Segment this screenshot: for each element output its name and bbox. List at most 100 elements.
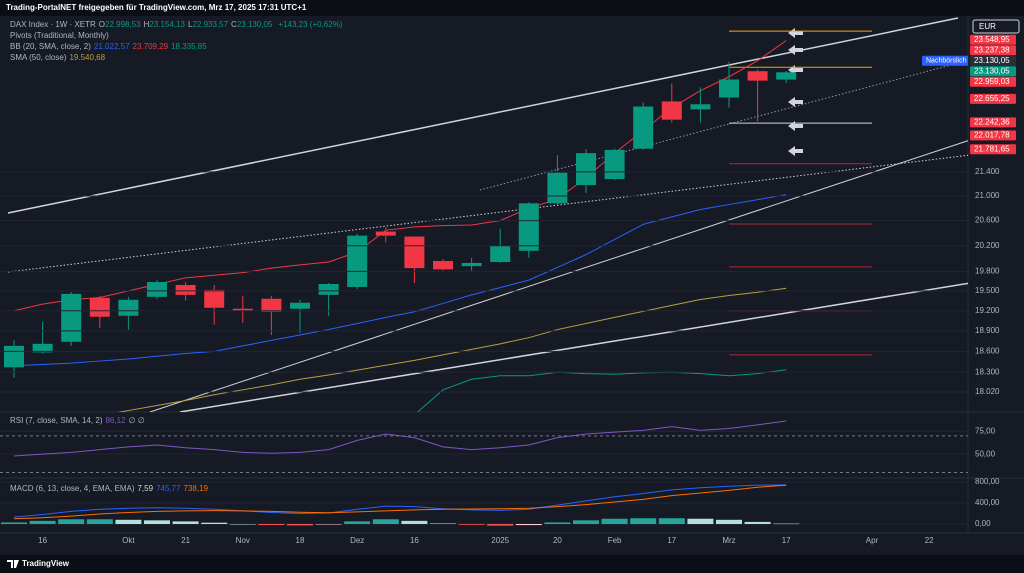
candle-body — [404, 236, 425, 269]
trendline — [7, 154, 968, 273]
candle-body — [261, 298, 282, 312]
legend-value: 18.335,85 — [171, 42, 207, 51]
histogram-bar — [630, 518, 657, 525]
candle-body — [747, 71, 768, 81]
x-tick-label: 16 — [38, 536, 47, 545]
legend-rsi: RSI (7, close, SMA, 14, 2) 86,12 ∅ ∅ — [10, 416, 148, 425]
histogram-bar — [658, 518, 685, 525]
price-tag — [970, 76, 1016, 87]
x-tick-label: 17 — [782, 536, 791, 545]
legend-change: +143,23 (+0,62%) — [278, 20, 343, 29]
histogram-bar — [315, 524, 342, 525]
histogram-bar — [144, 520, 170, 525]
price-tag — [970, 55, 1016, 66]
arrow — [788, 97, 803, 107]
price-tag — [970, 34, 1016, 45]
candle-body — [547, 172, 568, 204]
y-tick-label: 19.200 — [975, 306, 1000, 315]
currency-box[interactable] — [972, 19, 1020, 34]
candle-body — [204, 289, 225, 308]
x-tick-label: 18 — [296, 536, 305, 545]
y-tick-label: 21.400 — [975, 167, 1000, 176]
indicator-line — [13, 40, 787, 312]
histogram-bar — [372, 519, 399, 525]
trendline — [179, 282, 968, 412]
histogram-bar — [201, 522, 228, 525]
legend-name: BB (20, SMA, close, 2) — [10, 42, 91, 51]
histogram-bar — [458, 524, 485, 525]
x-tick-label: Dez — [350, 536, 364, 545]
histogram-bar — [258, 524, 285, 526]
trendline — [149, 140, 968, 412]
trendline — [479, 60, 968, 191]
candle-body — [89, 297, 110, 317]
price-tag-label: 23.548,95 — [974, 35, 1010, 44]
histogram-bar — [515, 524, 542, 526]
y-tick-label: 75,00 — [975, 426, 996, 435]
candle-body — [118, 299, 139, 316]
legend-ohlc: O22.998,53 H23.154,13 L22.933,57 C23.130,05 — [99, 20, 276, 29]
price-tag — [970, 93, 1016, 104]
histogram-bar — [86, 519, 113, 525]
legend-suffix: ∅ ∅ — [128, 416, 145, 425]
trendlines — [7, 17, 968, 412]
price-tag-label: 22.242,36 — [974, 118, 1010, 127]
price-tag-label: 23.130,05 — [974, 66, 1010, 75]
candle-body — [604, 149, 625, 180]
candle-body — [318, 284, 339, 295]
histogram-bar — [687, 518, 714, 525]
bottom-bar — [0, 555, 1024, 573]
x-tick-label: 21 — [181, 536, 190, 545]
x-tick-label: Nov — [236, 536, 250, 545]
arrows — [788, 28, 803, 156]
indicator-line — [13, 484, 787, 520]
y-tick-label: 20.600 — [975, 216, 1000, 225]
histogram-bar — [344, 521, 371, 525]
legend-value: 7,59 — [137, 484, 154, 493]
legend-bb: BB (20, SMA, close, 2) 21.022,57 23.709,29… — [10, 42, 210, 51]
indicator-line — [117, 287, 787, 412]
candle-body — [232, 308, 253, 311]
y-tick-label: 20.200 — [975, 241, 1000, 250]
legend-pivots: Pivots (Traditional, Monthly) — [10, 31, 112, 40]
logo — [7, 560, 19, 568]
price-tag — [970, 144, 1016, 155]
histogram-bar — [487, 524, 514, 526]
legend-name: Pivots (Traditional, Monthly) — [10, 31, 109, 40]
ohlc-key: O — [98, 20, 106, 29]
legend-value: 745,77 — [156, 484, 181, 493]
legend-name: MACD (6, 13, close, 4, EMA, EMA) — [10, 484, 135, 493]
y-tick-label: 0,00 — [975, 519, 991, 528]
arrow — [788, 45, 803, 55]
x-tick-label: Apr — [866, 536, 879, 545]
candle-body — [719, 79, 739, 98]
legend-main: DAX Index · 1W · XETR O22.998,53 H23.154,1… — [10, 20, 345, 29]
histogram-bar — [29, 520, 56, 525]
footer: TradingView — [22, 559, 70, 568]
candle-body — [175, 284, 196, 295]
ohlc-key: L — [188, 20, 193, 29]
histogram-bar — [601, 518, 628, 525]
price-tag-label: 23.130,05 — [974, 56, 1010, 65]
indicator-line — [13, 420, 787, 457]
candle-body — [32, 343, 53, 353]
x-tick-label: 16 — [410, 536, 419, 545]
ohlc-value: 22.998,53 — [105, 20, 141, 29]
candle-body — [147, 282, 167, 297]
x-tick-label: Feb — [608, 536, 622, 545]
candle-body — [290, 302, 310, 309]
legend-value: 738,19 — [183, 484, 208, 493]
histogram-bar — [430, 523, 456, 525]
price-tag — [970, 66, 1016, 77]
ohlc-value: 23.130,05 — [236, 20, 273, 29]
price-tag-label: 21.781,65 — [974, 144, 1010, 153]
legend-name: SMA (50, close) — [10, 53, 67, 62]
x-tick-label: 2025 — [491, 536, 509, 545]
histogram-bar — [573, 520, 599, 525]
legend-title: DAX Index · 1W · XETR — [10, 20, 96, 29]
x-tick-label: 22 — [925, 536, 934, 545]
y-tick-label: 50,00 — [975, 449, 996, 458]
candle-body — [690, 104, 711, 110]
histogram-bar — [1, 522, 27, 525]
